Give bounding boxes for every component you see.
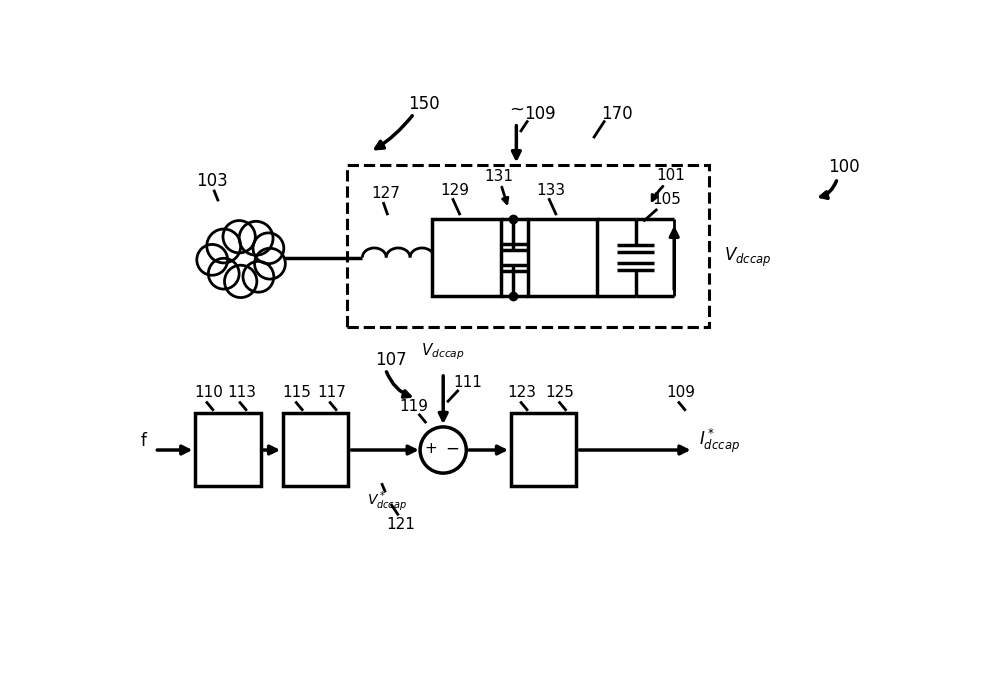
- Text: 127: 127: [371, 186, 400, 201]
- Bar: [283, 413, 348, 486]
- Text: 111: 111: [453, 375, 482, 390]
- Text: 133: 133: [536, 183, 566, 198]
- Bar: [432, 219, 501, 296]
- Text: 129: 129: [440, 183, 469, 198]
- Text: ~: ~: [509, 100, 524, 119]
- Text: 109: 109: [524, 104, 555, 122]
- Text: 110: 110: [194, 385, 223, 400]
- Text: $I^*_{dccap}$: $I^*_{dccap}$: [699, 427, 740, 455]
- Text: −: −: [446, 439, 459, 458]
- Text: 101: 101: [656, 167, 685, 182]
- Text: 100: 100: [828, 158, 859, 176]
- Bar: [347, 165, 709, 327]
- Text: f: f: [141, 432, 147, 450]
- Text: 131: 131: [484, 169, 513, 184]
- Text: 105: 105: [652, 193, 681, 207]
- Text: $V_{dccap}$: $V_{dccap}$: [421, 342, 465, 362]
- Text: 117: 117: [317, 385, 346, 400]
- Bar: [511, 413, 576, 486]
- Bar: [195, 413, 261, 486]
- Text: 170: 170: [601, 104, 632, 122]
- Text: $V^*_{dccap}$: $V^*_{dccap}$: [367, 489, 407, 514]
- Text: 119: 119: [399, 399, 428, 414]
- Text: 109: 109: [666, 385, 695, 400]
- Text: 123: 123: [507, 385, 536, 400]
- Text: 103: 103: [196, 171, 228, 189]
- Text: $V_{dccap}$: $V_{dccap}$: [724, 246, 772, 269]
- Text: 113: 113: [227, 385, 256, 400]
- Text: 150: 150: [408, 94, 440, 113]
- Text: 107: 107: [375, 351, 407, 369]
- Text: 125: 125: [546, 385, 575, 400]
- Text: 115: 115: [282, 385, 311, 400]
- Text: 121: 121: [386, 517, 415, 532]
- Text: +: +: [425, 441, 437, 456]
- Bar: [528, 219, 597, 296]
